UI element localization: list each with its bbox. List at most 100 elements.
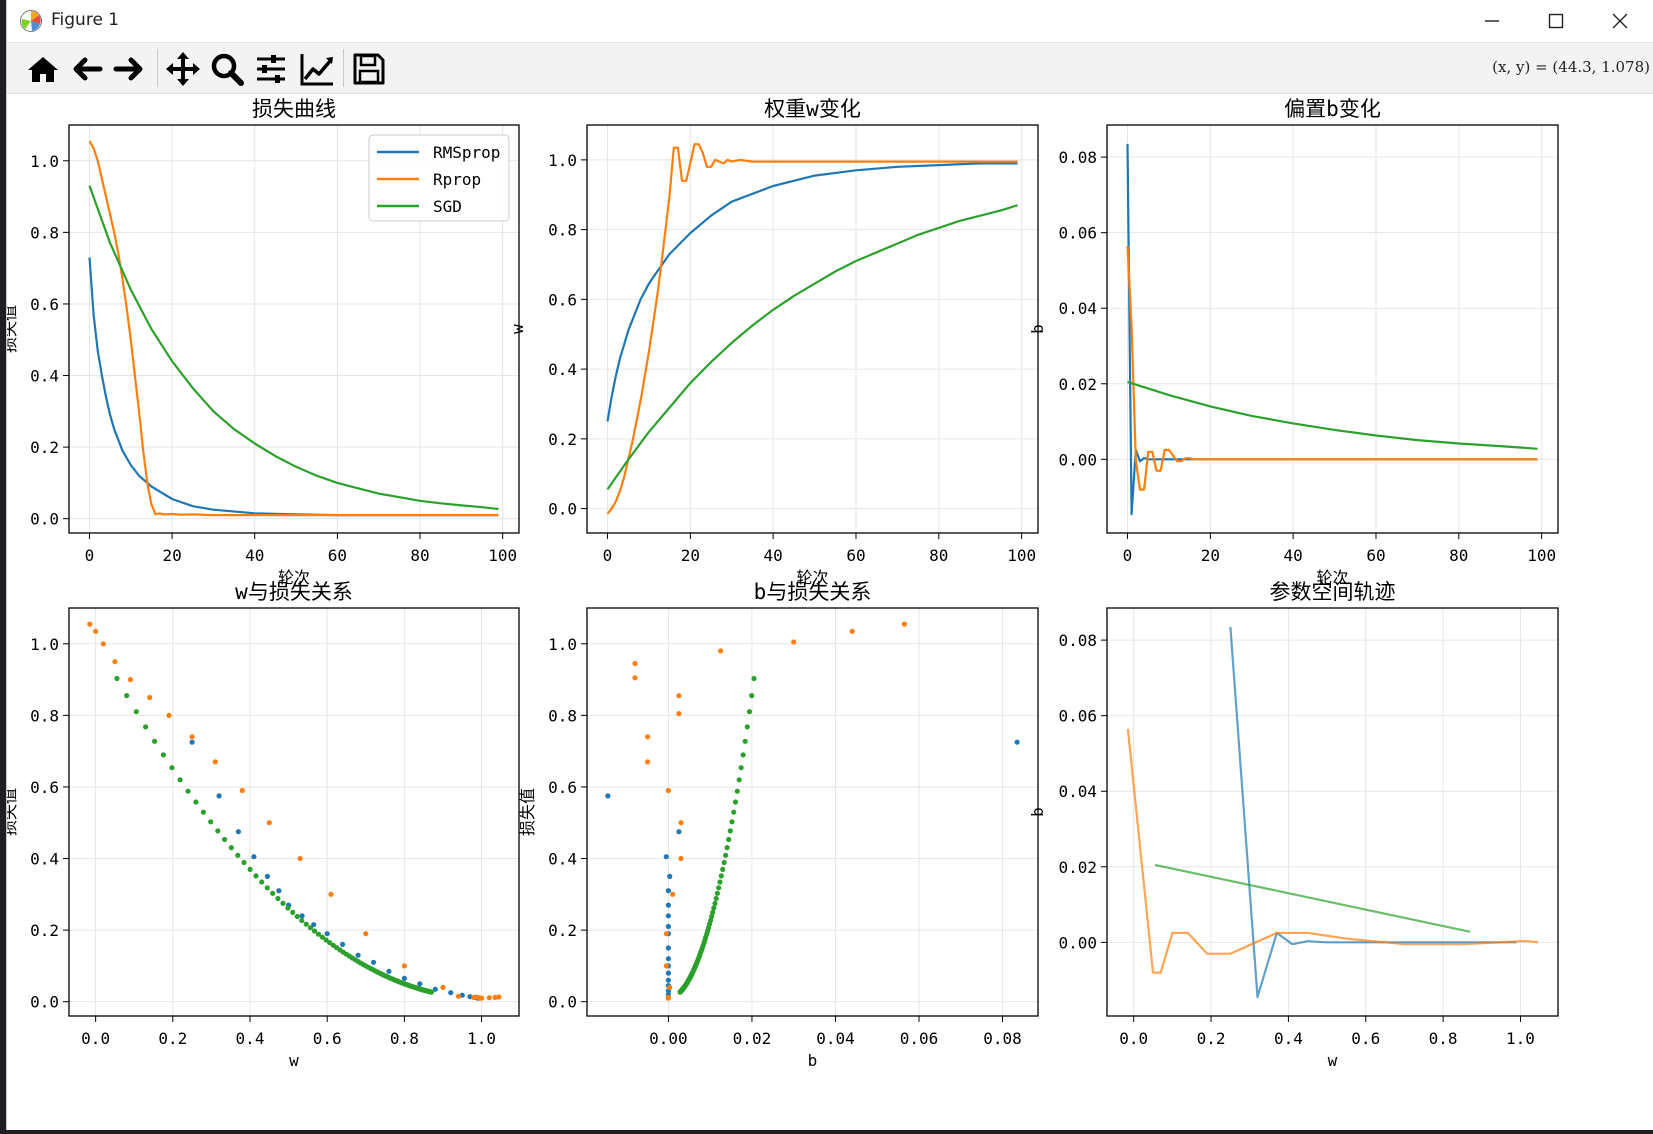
scatter-point-SGD xyxy=(299,917,305,924)
y-tick-label: 0.6 xyxy=(30,778,59,797)
zoom-button[interactable] xyxy=(207,49,247,89)
scatter-point-SGD xyxy=(327,940,333,946)
forward-button[interactable] xyxy=(109,49,149,89)
scatter-point-SGD xyxy=(711,905,717,911)
y-tick-label: 0.00 xyxy=(1058,450,1097,469)
scatter-point-RMSprop xyxy=(665,970,672,976)
scatter-point-SGD xyxy=(185,788,191,794)
save-button[interactable] xyxy=(349,49,389,89)
series-line-SGD xyxy=(1127,380,1538,450)
y-tick-label: 0.0 xyxy=(548,993,577,1012)
series-line-Rprop xyxy=(606,143,1018,515)
axes-b-vs-loss: 0.00 0.02 0.04 0.06 0.08 0.0 0.2 0.4 0.6 0.8 1.0 b与… xyxy=(518,580,1039,1070)
scatter-point-SGD xyxy=(738,765,744,771)
configure-subplots-button[interactable] xyxy=(251,49,291,89)
arrow-left-icon xyxy=(73,57,103,81)
x-tick-label: 60 xyxy=(846,546,865,565)
minimize-button[interactable] xyxy=(1460,0,1524,42)
y-tick-label: 0.8 xyxy=(548,221,577,240)
scatter-point-Rprop xyxy=(678,855,684,862)
legend-label: Rprop xyxy=(433,170,481,189)
scatter-point-SGD xyxy=(319,934,325,940)
scatter-point-Rprop xyxy=(492,994,498,1001)
scatter-point-RMSprop xyxy=(1014,739,1020,745)
scatter-point-Rprop xyxy=(401,963,407,969)
scatter-point-Rprop xyxy=(127,677,133,683)
floppy-disk-icon xyxy=(353,53,385,85)
scatter-point-SGD xyxy=(275,895,281,902)
x-axis-label: 轮次 xyxy=(278,568,310,587)
scatter-point-SGD xyxy=(228,845,234,851)
legend-frame xyxy=(368,134,510,222)
scatter-point-SGD xyxy=(709,913,715,920)
y-tick-label: 0.04 xyxy=(1058,299,1097,318)
scatter-point-RMSprop xyxy=(665,913,672,919)
scatter-point-Rprop xyxy=(100,641,106,647)
scatter-point-Rprop xyxy=(239,787,245,794)
scatter-point-RMSprop xyxy=(665,888,672,894)
scatter-point-SGD xyxy=(133,709,139,715)
line-chart-icon xyxy=(300,54,333,86)
scatter-point-SGD xyxy=(241,859,247,866)
y-tick-label: 0.4 xyxy=(30,367,59,386)
scatter-point-SGD xyxy=(315,931,322,937)
plot-area xyxy=(606,143,1018,515)
x-tick-label: 100 xyxy=(488,546,517,565)
scatter-point-SGD xyxy=(208,819,214,825)
x-tick-label: 80 xyxy=(929,546,948,565)
y-axis-label: 损失值 xyxy=(518,788,537,836)
y-tick-label: 0.2 xyxy=(30,438,59,457)
home-button[interactable] xyxy=(23,49,63,89)
x-tick-label: 40 xyxy=(245,546,264,565)
pan-button[interactable] xyxy=(163,49,203,89)
axes-w-vs-loss: 0.0 0.2 0.4 0.6 0.8 1.0 0.0 0.2 0.4 0.6 0.8 1.0 w与损失… xyxy=(7,580,520,1070)
maximize-button[interactable] xyxy=(1524,0,1588,42)
scatter-point-SGD xyxy=(740,752,746,758)
scatter-point-Rprop xyxy=(477,995,483,1001)
scatter-point-SGD xyxy=(307,925,313,931)
scatter-point-Rprop xyxy=(676,693,682,699)
scatter-point-SGD xyxy=(751,675,757,682)
axes-frame xyxy=(586,607,1039,1017)
y-tick-label: 0.6 xyxy=(548,778,577,797)
scatter-point-SGD xyxy=(731,809,737,815)
scatter-point-SGD xyxy=(124,693,130,699)
x-tick-label: 0 xyxy=(85,546,95,565)
close-button[interactable] xyxy=(1588,0,1652,42)
scatter-point-SGD xyxy=(323,937,329,943)
scatter-point-SGD xyxy=(726,836,732,843)
minimize-icon xyxy=(1485,20,1499,22)
scatter-point-SGD xyxy=(160,752,166,758)
scatter-point-RMSprop xyxy=(665,923,672,930)
scatter-point-SGD xyxy=(712,900,718,907)
x-tick-label: 40 xyxy=(1284,546,1303,565)
y-tick-label: 0.4 xyxy=(548,360,577,379)
x-tick-label: 20 xyxy=(162,546,181,565)
scatter-point-SGD xyxy=(742,738,748,744)
magnifier-icon xyxy=(211,53,244,86)
y-tick-label: 1.0 xyxy=(548,635,577,654)
y-tick-label: 0.0 xyxy=(548,500,577,519)
scatter-point-SGD xyxy=(215,828,221,834)
scatter-point-SGD xyxy=(710,909,716,916)
scatter-point-SGD xyxy=(723,852,729,858)
scatter-point-RMSprop xyxy=(448,990,454,996)
x-tick-label: 100 xyxy=(1007,546,1036,565)
scatter-point-SGD xyxy=(713,895,719,902)
y-tick-label: 0.08 xyxy=(1058,631,1097,650)
plot-area xyxy=(1126,626,1539,999)
scatter-point-SGD xyxy=(280,900,286,907)
y-tick-label: 0.08 xyxy=(1058,148,1097,167)
axes-frame xyxy=(1106,124,1559,534)
y-tick-label: 1.0 xyxy=(30,152,59,171)
scatter-point-Rprop xyxy=(297,855,303,862)
back-button[interactable] xyxy=(67,49,107,89)
figure-canvas[interactable]: 0 20 40 60 80 1000.00.20.40.60.81.0损失曲线轮次损失值R… xyxy=(7,94,1653,1130)
edit-axis-button[interactable] xyxy=(297,49,337,89)
y-tick-label: 0.6 xyxy=(548,290,577,309)
scatter-point-SGD xyxy=(290,909,296,916)
axes-frame xyxy=(586,124,1039,534)
x-tick-label: 80 xyxy=(1449,546,1468,565)
y-tick-label: 1.0 xyxy=(548,151,577,170)
